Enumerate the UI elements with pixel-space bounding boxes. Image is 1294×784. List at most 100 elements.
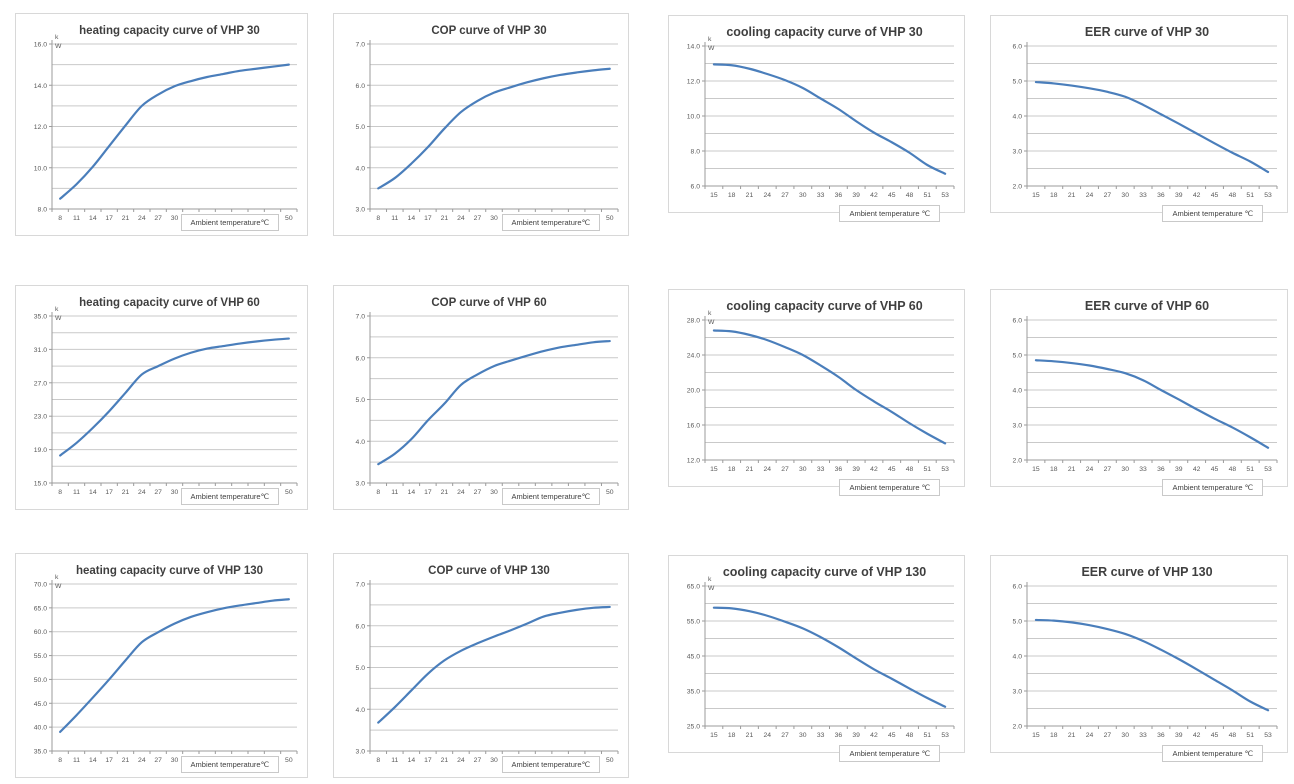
y-tick-label: 14.0	[34, 83, 47, 90]
x-tick-label: 21	[1068, 732, 1076, 739]
x-tick-label: 53	[1264, 192, 1272, 199]
x-tick-label: 17	[424, 215, 432, 222]
x-axis-label: Ambient temperature ℃	[1162, 479, 1263, 496]
x-tick-label: 15	[1032, 466, 1040, 473]
y-tick-label: 5.0	[356, 397, 366, 404]
series-curve	[712, 329, 947, 445]
x-tick-label: 17	[424, 489, 432, 496]
chart-title: EER curve of VHP 30	[1085, 25, 1209, 39]
x-axis-label: Ambient temperature℃	[180, 756, 279, 773]
y-tick-label: 3.0	[1013, 149, 1023, 156]
series-curve	[377, 339, 611, 466]
x-tick-label: 50	[606, 757, 614, 764]
y-tick-label: 16.0	[687, 423, 700, 430]
y-tick-label: 3.0	[356, 749, 366, 756]
x-tick-label: 21	[122, 757, 130, 764]
x-tick-label: 39	[1175, 732, 1183, 739]
y-tick-label: 19.0	[34, 447, 47, 454]
x-tick-label: 30	[799, 732, 807, 739]
y-tick-label: 24.0	[687, 353, 700, 360]
x-tick-label: 39	[852, 466, 860, 473]
x-tick-label: 50	[606, 215, 614, 222]
x-tick-label: 42	[1193, 466, 1201, 473]
y-unit-label: k	[55, 574, 59, 581]
x-tick-label: 51	[1246, 192, 1254, 199]
y-unit-label: W	[708, 319, 715, 326]
x-tick-label: 11	[391, 757, 398, 764]
x-tick-label: 30	[490, 757, 498, 764]
x-tick-label: 45	[888, 192, 896, 199]
x-tick-label: 42	[1193, 732, 1201, 739]
x-axis-label: Ambient temperature ℃	[1162, 205, 1263, 222]
chart-title: EER curve of VHP 60	[1085, 299, 1209, 313]
y-tick-label: 40.0	[34, 725, 47, 732]
y-tick-label: 12.0	[34, 124, 47, 131]
x-tick-label: 39	[852, 732, 860, 739]
chart-title: cooling capacity curve of VHP 130	[723, 565, 926, 579]
x-tick-label: 36	[1157, 466, 1165, 473]
x-tick-label: 24	[763, 466, 771, 473]
x-tick-label: 27	[474, 757, 482, 764]
x-tick-label: 8	[376, 215, 380, 222]
y-tick-label: 8.0	[38, 207, 48, 214]
chart-heating-vhp130: heating capacity curve of VHP 130 35.0 40.…	[15, 553, 308, 778]
x-tick-label: 18	[1050, 732, 1058, 739]
y-tick-label: 45.0	[687, 654, 700, 661]
series-curve	[377, 67, 611, 190]
x-tick-label: 21	[1068, 466, 1076, 473]
y-tick-label: 4.0	[356, 707, 366, 714]
x-tick-label: 50	[285, 215, 293, 222]
x-tick-label: 48	[1229, 732, 1237, 739]
y-tick-label: 10.0	[687, 114, 700, 121]
chart-cop-vhp60: COP curve of VHP 60 3.0 4.0 5.0 6.0 7.0 8 11 14 1…	[333, 285, 629, 510]
x-tick-label: 50	[606, 489, 614, 496]
x-tick-label: 11	[391, 215, 398, 222]
x-tick-label: 27	[154, 489, 162, 496]
series-curve	[59, 598, 290, 734]
x-tick-label: 17	[105, 489, 113, 496]
y-tick-label: 5.0	[1013, 79, 1023, 86]
y-unit-label: W	[55, 43, 62, 50]
x-tick-label: 24	[1086, 192, 1094, 199]
x-tick-label: 8	[58, 215, 62, 222]
y-tick-label: 4.0	[1013, 388, 1023, 395]
y-tick-label: 4.0	[1013, 114, 1023, 121]
x-tick-label: 18	[728, 466, 736, 473]
x-tick-label: 24	[1086, 466, 1094, 473]
y-unit-label: k	[708, 36, 712, 43]
x-tick-label: 24	[138, 215, 146, 222]
x-tick-label: 33	[817, 466, 825, 473]
x-tick-label: 27	[474, 489, 482, 496]
series-curve	[59, 337, 290, 457]
x-tick-label: 27	[1104, 732, 1112, 739]
chart-heating-vhp60: heating capacity curve of VHP 60 15.0 19.0…	[15, 285, 308, 510]
x-tick-label: 51	[924, 732, 932, 739]
x-tick-label: 8	[376, 757, 380, 764]
x-tick-label: 14	[408, 215, 416, 222]
x-tick-label: 48	[906, 466, 914, 473]
series-curve	[712, 63, 947, 175]
x-tick-label: 24	[763, 192, 771, 199]
y-tick-label: 5.0	[1013, 619, 1023, 626]
x-tick-label: 45	[1211, 192, 1219, 199]
x-tick-label: 24	[457, 215, 465, 222]
y-tick-label: 55.0	[687, 619, 700, 626]
x-tick-label: 39	[1175, 466, 1183, 473]
x-tick-label: 21	[441, 215, 449, 222]
x-tick-label: 50	[285, 489, 293, 496]
y-unit-label: W	[708, 45, 715, 52]
x-tick-label: 36	[835, 466, 843, 473]
chart-cooling-vhp60: cooling capacity curve of VHP 60 12.0 16.0…	[668, 289, 965, 496]
chart-title: COP curve of VHP 130	[428, 565, 550, 577]
x-tick-label: 14	[89, 757, 97, 764]
x-tick-label: 17	[424, 757, 432, 764]
x-tick-label: 8	[58, 489, 62, 496]
x-tick-label: 30	[171, 215, 179, 222]
x-tick-label: 14	[89, 489, 97, 496]
x-tick-label: 11	[73, 489, 80, 496]
x-tick-label: 51	[924, 466, 932, 473]
y-tick-label: 14.0	[687, 44, 700, 51]
y-tick-label: 50.0	[34, 677, 47, 684]
x-tick-label: 42	[870, 732, 878, 739]
x-tick-label: 21	[746, 732, 754, 739]
